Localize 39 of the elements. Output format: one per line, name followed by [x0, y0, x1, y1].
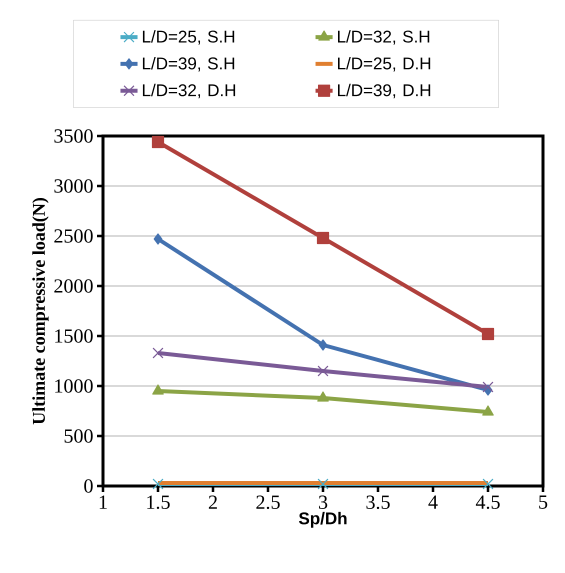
legend-label: L/D=25, S.H	[142, 30, 234, 45]
point	[152, 478, 164, 490]
point	[152, 384, 164, 395]
y-tick-label: 3500	[54, 129, 93, 143]
x-tick-label: 1.5	[147, 496, 170, 510]
y-tick-label: 1500	[55, 329, 93, 343]
point	[317, 365, 329, 377]
point	[482, 405, 494, 416]
y-axis-title: Ultimate compressive load(N)	[32, 198, 49, 424]
legend-label: L/D=39, D.H	[338, 84, 430, 98]
x-tick-label: 3.5	[366, 496, 390, 510]
point	[154, 233, 162, 245]
x-tick-label: 2	[208, 496, 217, 509]
x-tick-label: 4.5	[476, 496, 500, 509]
point	[317, 391, 329, 402]
x-tick-label: 5	[539, 496, 548, 509]
y-tick-label: 500	[64, 429, 93, 443]
legend-label: L/D=39, S.H	[142, 56, 234, 72]
point	[482, 381, 494, 393]
point	[482, 478, 494, 490]
legend-label: L/D=32, S.H	[338, 30, 430, 45]
y-tick-label: 3000	[54, 179, 93, 193]
point	[482, 328, 494, 340]
x-tick-label: 3	[318, 496, 328, 509]
legend-label: L/D=32, D.H	[142, 84, 236, 98]
point	[152, 136, 164, 148]
x-tick-label: 4	[428, 496, 438, 509]
y-tick-label: 2000	[54, 279, 93, 293]
legend-label: L/D=25, D.H	[338, 56, 430, 72]
point	[316, 232, 330, 244]
point	[318, 339, 328, 351]
x-tick-label: 2.5	[256, 496, 280, 510]
y-tick-label: 2500	[54, 229, 93, 243]
x-tick-label: 1	[100, 496, 107, 509]
point	[317, 478, 329, 490]
point	[152, 347, 164, 359]
x-axis-title: Sp/Dh	[298, 512, 347, 528]
y-tick-label: 0	[84, 479, 93, 493]
y-tick-label: 1000	[55, 379, 93, 393]
